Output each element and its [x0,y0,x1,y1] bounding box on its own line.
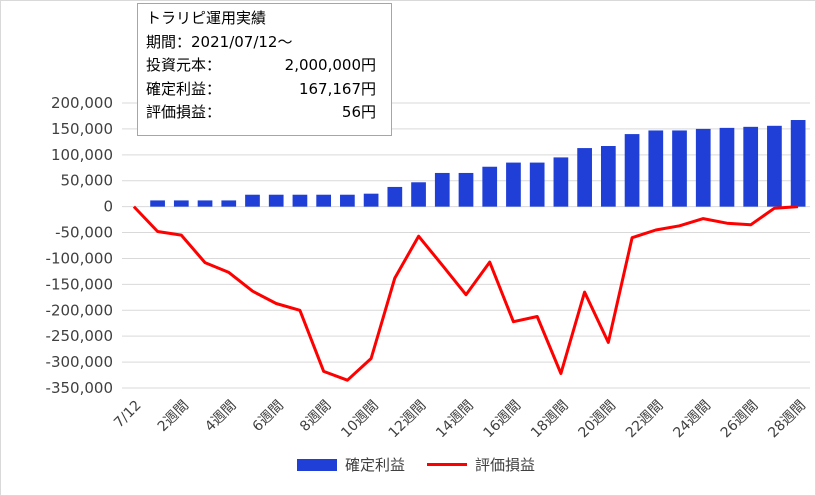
y-tick-label: -250,000 [46,327,113,345]
realized-bar [600,146,616,207]
realized-bar [648,130,664,207]
y-tick-label: -100,000 [46,249,113,267]
x-tick-label: 22週間 [623,398,667,442]
x-tick-label: 2週間 [155,398,192,435]
realized-bar [411,182,426,207]
legend-line-swatch [427,463,468,466]
unrealized-label: 評価損益： [146,103,222,121]
realized-bar [197,200,213,207]
realized-bar [767,125,782,207]
realized-bar [363,193,379,207]
x-tick-label: 24週間 [670,398,714,442]
x-axis: 7/12 2週間 4週間 6週間 8週間 10週間 12週間 14週間 16週間 18週間 20週間… [111,398,809,442]
investment-label: 投資元本： [146,56,222,74]
realized-bar [458,172,474,207]
y-tick-label: -200,000 [46,301,113,319]
realized-bar [245,194,260,207]
realized-value: 167,167円 [298,79,376,98]
realized-bar [434,172,450,207]
info-title: トラリピ運用実績 [146,9,267,27]
investment-value: 2,000,000円 [284,56,376,74]
x-tick-label: 7/12 [111,398,145,432]
realized-profit-bars [150,120,806,207]
x-tick-label: 10週間 [338,398,382,442]
realized-bar [173,200,189,207]
x-tick-label: 12週間 [386,398,430,442]
realized-bar [719,127,735,207]
legend-unrealized-label: 評価損益 [475,456,536,474]
y-tick-label: -350,000 [46,379,113,397]
realized-bar [672,130,687,207]
realized-bar [268,194,284,207]
y-tick-label: 0 [103,198,113,216]
y-axis: 200,000 150,000 100,000 50,000 0 -50,000 -100,… [46,94,113,397]
performance-info-box: トラリピ運用実績 期間： 2021/07/12～ 投資元本： 2,000,000… [137,3,392,136]
y-tick-label: 100,000 [51,146,113,164]
x-tick-label: 28週間 [765,398,809,442]
realized-bar [529,162,545,207]
y-tick-label: 150,000 [51,120,113,138]
realized-bar [482,166,498,207]
x-tick-label: 4週間 [202,398,239,435]
y-tick-label: 200,000 [51,94,113,112]
realized-bar [340,194,355,207]
period-label: 期間： [146,32,192,51]
realized-bar [577,148,592,207]
realized-bar [150,200,165,207]
realized-bar [743,126,759,207]
realized-bar [292,194,308,207]
legend-bar-swatch [297,458,337,471]
x-tick-label: 8週間 [297,398,334,435]
legend-realized-label: 確定利益 [345,456,406,474]
realized-bar [695,128,711,207]
gridlines [122,102,810,389]
y-tick-label: 50,000 [61,172,114,190]
realized-bar [790,120,806,207]
y-tick-label: -150,000 [46,275,113,293]
realized-bar [316,194,332,207]
realized-bar [506,162,521,207]
unrealized-line [132,205,799,382]
y-tick-label: -50,000 [55,224,113,242]
x-tick-label: 14週間 [433,398,477,442]
period-value: 2021/07/12～ [191,32,293,51]
unrealized-pl-line [132,205,799,382]
y-tick-label: -300,000 [46,353,113,371]
realized-bar [221,200,237,207]
unrealized-value: 56円 [341,103,376,121]
realized-bar [624,134,640,207]
legend: 確定利益 評価損益 [297,454,535,475]
realized-bar [553,157,569,207]
realized-label: 確定利益： [146,79,222,98]
x-tick-label: 18週間 [528,398,572,442]
x-tick-label: 16週間 [481,398,525,442]
realized-bar [387,186,403,207]
x-tick-label: 6週間 [250,398,287,435]
x-tick-label: 26週間 [718,398,762,442]
x-tick-label: 20週間 [575,398,619,442]
